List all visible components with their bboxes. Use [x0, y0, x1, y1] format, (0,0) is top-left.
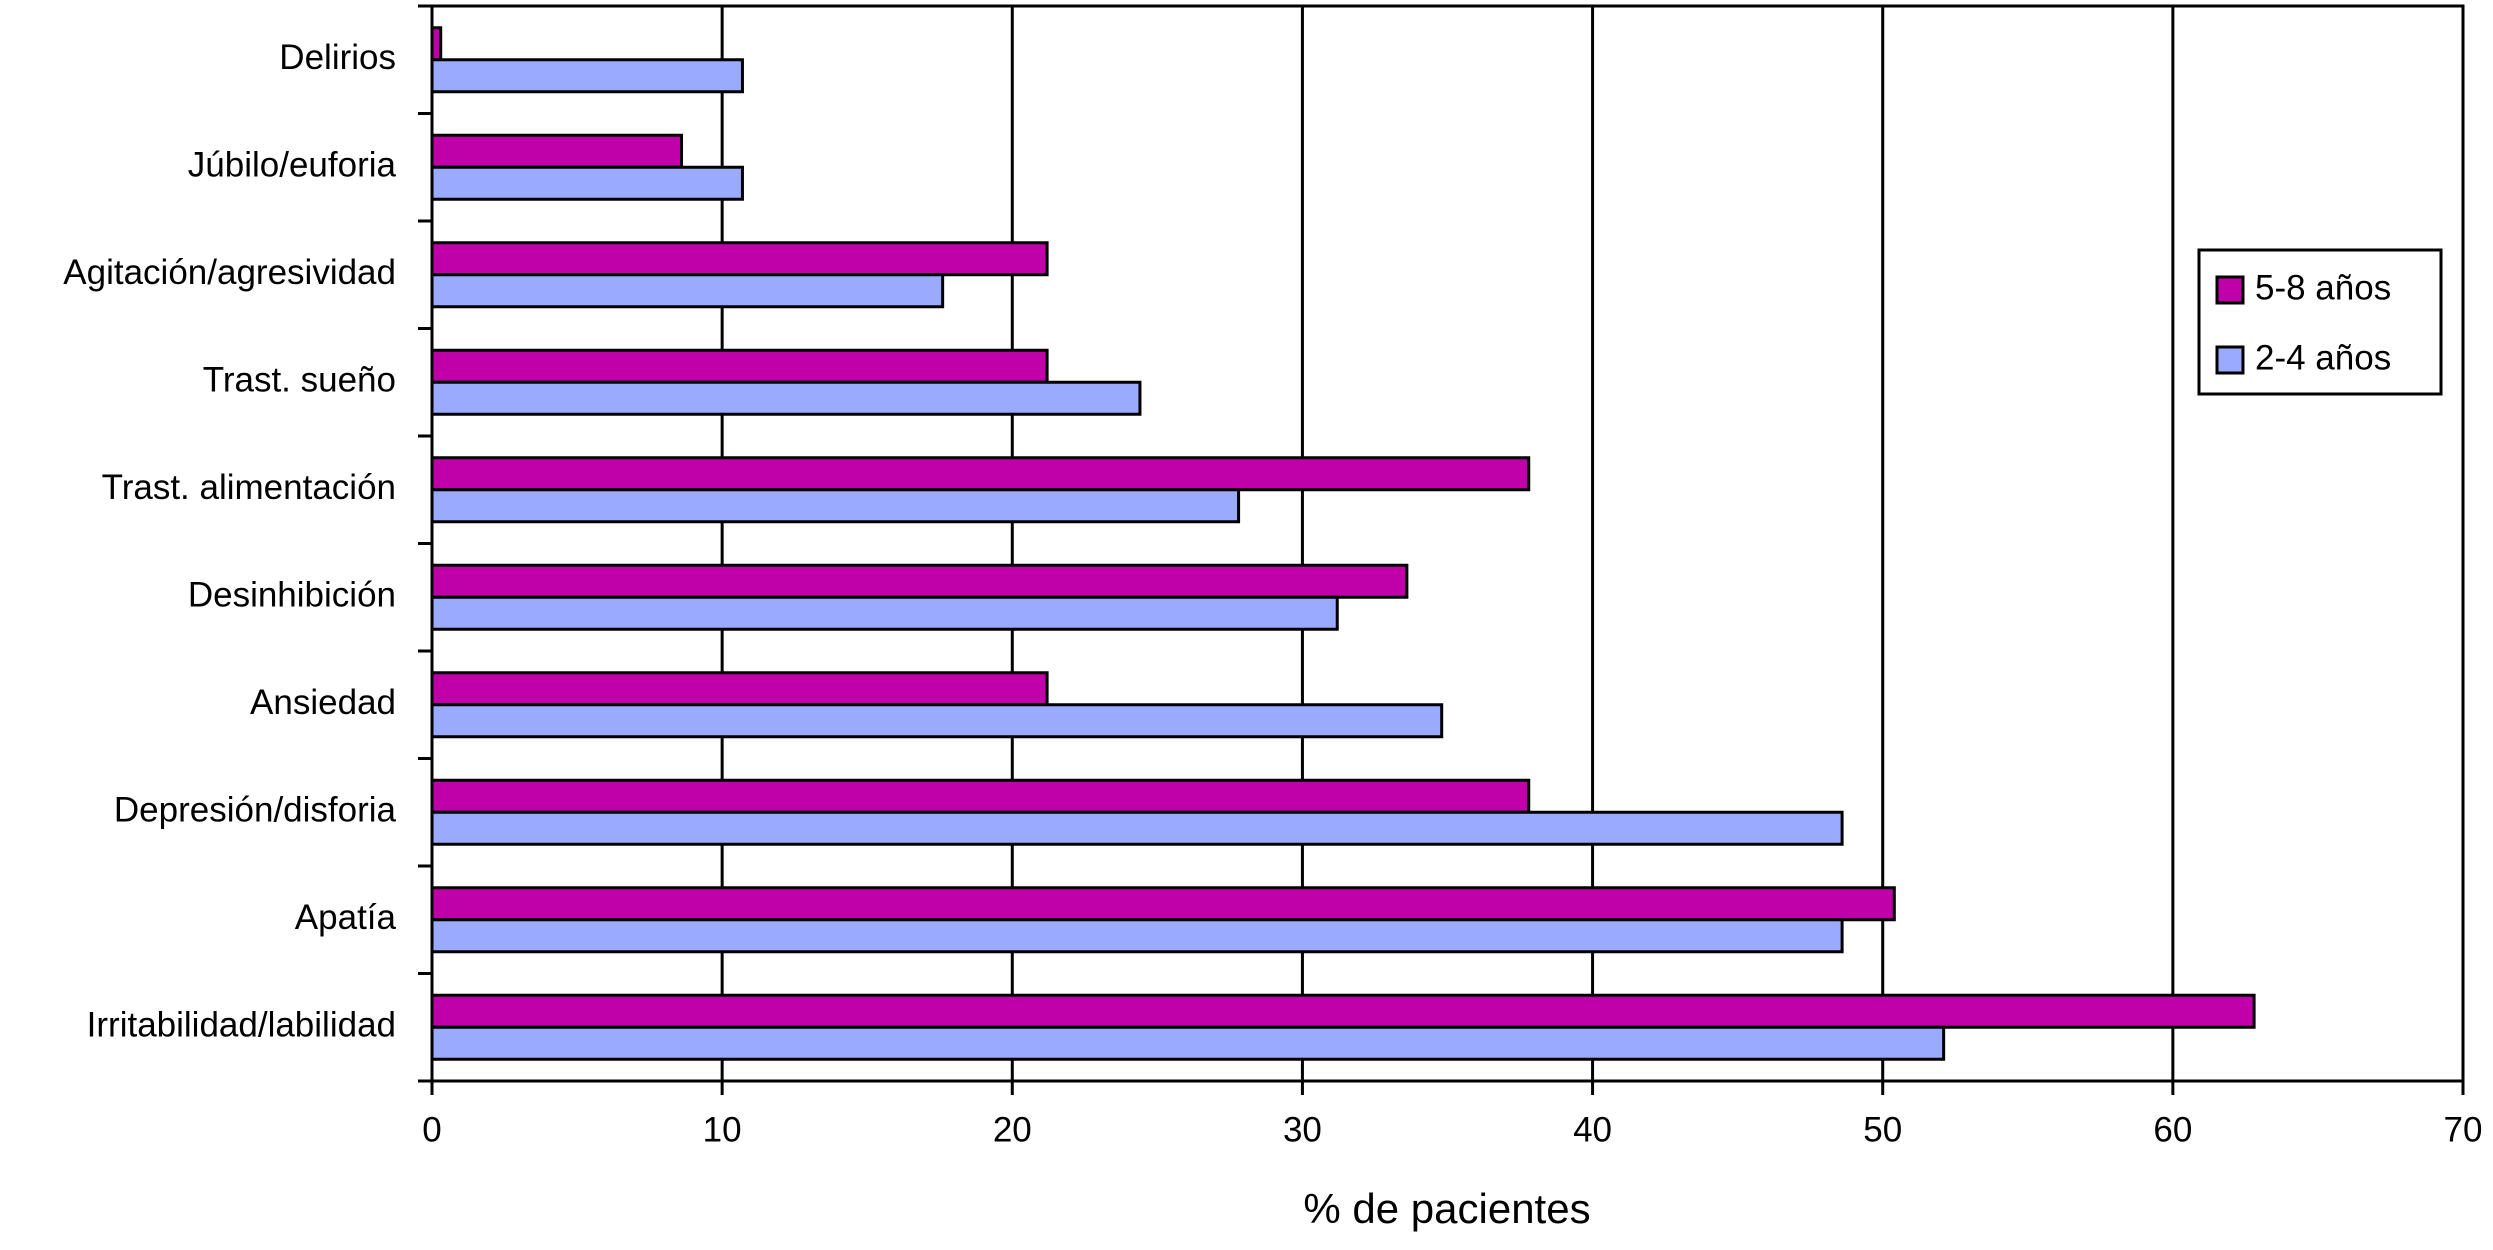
legend-label: 5-8 años [2255, 268, 2391, 307]
bar [430, 241, 1049, 277]
legend-swatch [2215, 345, 2245, 375]
y-tick-label: Júbilo/euforia [188, 146, 397, 185]
bar [430, 671, 1049, 707]
bar [430, 488, 1241, 524]
legend-label: 2-4 años [2255, 338, 2391, 377]
x-tick-label: 60 [2153, 1110, 2192, 1149]
bar [430, 133, 684, 169]
bar [430, 165, 744, 201]
plot-border [430, 4, 2465, 1083]
bar [430, 778, 1531, 814]
x-tick-label: 50 [1863, 1110, 1902, 1149]
legend-swatch [2215, 275, 2245, 305]
y-tick-label: Delirios [279, 38, 396, 77]
x-tick-label: 40 [1573, 1110, 1612, 1149]
bar [430, 563, 1409, 599]
bar [430, 273, 945, 309]
bar [430, 348, 1049, 384]
bar [430, 703, 1444, 739]
x-axis-label: % de pacientes [1303, 1185, 1590, 1232]
y-tick-label: Apatía [295, 898, 397, 937]
bar [430, 993, 2256, 1029]
y-tick-label: Depresión/disforia [114, 791, 397, 830]
y-tick-label: Irritabilidad/labilidad [87, 1006, 396, 1045]
bar [430, 886, 1896, 922]
x-tick-label: 30 [1283, 1110, 1322, 1149]
bar [430, 595, 1339, 631]
y-tick-label: Trast. alimentación [102, 468, 396, 507]
x-tick-label: 10 [703, 1110, 742, 1149]
bar [430, 456, 1531, 492]
x-tick-label: 0 [422, 1110, 441, 1149]
bar [430, 380, 1142, 416]
x-tick-label: 70 [2444, 1110, 2483, 1149]
y-tick-label: Trast. sueño [203, 361, 396, 400]
y-tick-label: Desinhibición [188, 576, 396, 615]
bar [430, 810, 1844, 846]
y-tick-label: Ansiedad [250, 683, 396, 722]
y-tick-label: Agitación/agresividad [63, 253, 396, 292]
bar [430, 58, 744, 94]
bar [430, 918, 1844, 954]
bar [430, 1025, 1946, 1061]
x-tick-label: 20 [993, 1110, 1032, 1149]
